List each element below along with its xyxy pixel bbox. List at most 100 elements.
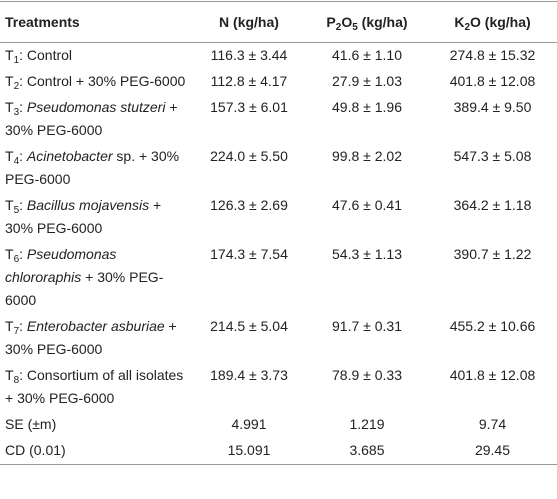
table-row: T6: Pseudomonas chlororaphis + 30% PEG-6… bbox=[0, 242, 557, 314]
text-segment: : bbox=[19, 99, 27, 115]
text-segment: 6 bbox=[13, 254, 20, 265]
value-cell: 389.4 ± 9.50 bbox=[453, 99, 532, 115]
text-segment: : bbox=[19, 197, 27, 213]
text-segment: 7 bbox=[13, 326, 20, 337]
value-cell: 214.5 ± 5.04 bbox=[210, 318, 288, 334]
table-row: T7: Enterobacter asburiae + 30% PEG-6000… bbox=[0, 314, 557, 363]
value-cell: 364.2 ± 1.18 bbox=[453, 197, 532, 213]
text-segment: T bbox=[5, 99, 14, 115]
text-segment: (kg/ha) bbox=[357, 13, 408, 30]
text-segment: CD (0.01) bbox=[5, 442, 66, 458]
data-table: Treatments N (kg/ha) P2O5 (kg/ha) K2O (kg/h… bbox=[0, 1, 557, 465]
text-segment: 2 bbox=[335, 21, 342, 33]
table-row: T1: Control 116.3 ± 3.44 41.6 ± 1.10 274.8 … bbox=[0, 43, 557, 70]
text-segment: : Consortium of all isolates + 30% PEG-6… bbox=[5, 367, 184, 406]
treatment-cell: T6: Pseudomonas chlororaphis + 30% PEG-6… bbox=[0, 242, 192, 314]
value-cell: 401.8 ± 12.08 bbox=[449, 73, 536, 89]
treatment-cell: T8: Consortium of all isolates + 30% PEG… bbox=[0, 363, 192, 412]
table-row: T3: Pseudomonas stutzeri + 30% PEG-6000 1… bbox=[0, 95, 557, 144]
text-segment: N (kg/ha) bbox=[219, 13, 279, 30]
text-segment: O (kg/ha) bbox=[470, 13, 531, 30]
text-segment: 4 bbox=[13, 156, 20, 167]
value-cell: 78.9 ± 0.33 bbox=[332, 367, 402, 383]
text-segment: T bbox=[5, 47, 14, 63]
value-cell: 15.091 bbox=[192, 438, 306, 465]
value-cell: 91.7 ± 0.31 bbox=[332, 318, 402, 334]
header-cell: Treatments bbox=[0, 1, 192, 43]
text-segment: O bbox=[341, 13, 353, 30]
value-cell: 401.8 ± 12.08 bbox=[449, 367, 536, 383]
text-segment: sp. + 30% PEG-6000 bbox=[5, 148, 180, 187]
value-cell: 116.3 ± 3.44 bbox=[210, 47, 288, 63]
value-cell: 455.2 ± 10.66 bbox=[449, 318, 536, 334]
value-cell: 547.3 ± 5.08 bbox=[453, 148, 532, 164]
value-cell: 1.219 bbox=[349, 416, 385, 432]
text-segment: : Control + 30% PEG-6000 bbox=[19, 73, 186, 89]
text-segment: Bacillus mojavensis bbox=[26, 197, 150, 213]
text-segment: 3 bbox=[13, 107, 20, 118]
value-cell: 99.8 ± 2.02 bbox=[332, 148, 402, 164]
header-cell: K2O (kg/ha) bbox=[428, 1, 557, 43]
treatment-cell: CD (0.01) bbox=[0, 438, 192, 465]
text-segment: + 30% PEG-6000 bbox=[5, 318, 177, 357]
text-segment: Enterobacter asburiae bbox=[26, 318, 165, 334]
text-segment: T bbox=[5, 148, 14, 164]
value-cell: 274.8 ± 15.32 bbox=[449, 47, 536, 63]
treatment-cell: T1: Control bbox=[0, 43, 192, 70]
value-cell: 174.3 ± 7.54 bbox=[210, 246, 288, 262]
value-cell: 54.3 ± 1.13 bbox=[332, 246, 402, 262]
text-segment: + 30% PEG-6000 bbox=[5, 269, 164, 308]
text-segment: : bbox=[19, 246, 27, 262]
text-segment: : bbox=[19, 318, 27, 334]
value-cell: 126.3 ± 2.69 bbox=[210, 197, 288, 213]
value-cell: 9.74 bbox=[478, 416, 507, 432]
treatment-cell: T7: Enterobacter asburiae + 30% PEG-6000 bbox=[0, 314, 192, 363]
header-cell: N (kg/ha) bbox=[192, 1, 306, 43]
text-segment: 1 bbox=[13, 55, 20, 66]
text-segment: + 30% PEG-6000 bbox=[5, 197, 162, 236]
text-segment: 2 bbox=[13, 81, 20, 92]
value-cell: 189.4 ± 3.73 bbox=[210, 367, 288, 383]
value-cell: 29.45 bbox=[428, 438, 557, 465]
value-cell: 49.8 ± 1.96 bbox=[332, 99, 402, 115]
value-cell: 4.991 bbox=[231, 416, 267, 432]
text-segment: Treatments bbox=[5, 13, 80, 30]
text-segment: : bbox=[19, 148, 27, 164]
text-segment: 5 bbox=[352, 21, 358, 33]
text-segment: T bbox=[5, 246, 14, 262]
text-segment: T bbox=[5, 197, 14, 213]
text-segment: Acinetobacter bbox=[26, 148, 113, 164]
value-cell: 224.0 ± 5.50 bbox=[210, 148, 288, 164]
text-segment: Pseudomonas stutzeri bbox=[26, 99, 166, 115]
value-cell: 157.3 ± 6.01 bbox=[210, 99, 288, 115]
value-cell: 47.6 ± 0.41 bbox=[332, 197, 402, 213]
text-segment: 8 bbox=[13, 375, 20, 386]
text-segment: T bbox=[5, 367, 14, 383]
text-segment: + 30% PEG-6000 bbox=[5, 99, 178, 138]
table-row: SE (±m) 4.991 1.219 9.74 bbox=[0, 412, 557, 438]
treatment-cell: T5: Bacillus mojavensis + 30% PEG-6000 bbox=[0, 193, 192, 242]
text-segment: 2 bbox=[464, 21, 470, 33]
text-segment: K bbox=[454, 13, 465, 30]
treatment-cell: T4: Acinetobacter sp. + 30% PEG-6000 bbox=[0, 144, 192, 193]
text-segment: T bbox=[5, 318, 14, 334]
table-row: T8: Consortium of all isolates + 30% PEG… bbox=[0, 363, 557, 412]
value-cell: 390.7 ± 1.22 bbox=[453, 246, 532, 262]
header-row: Treatments N (kg/ha) P2O5 (kg/ha) K2O (kg/h… bbox=[0, 1, 557, 43]
table-row: CD (0.01) 15.091 3.685 29.45 bbox=[0, 438, 557, 465]
value-cell: 3.685 bbox=[306, 438, 428, 465]
table-row: T4: Acinetobacter sp. + 30% PEG-6000 224.… bbox=[0, 144, 557, 193]
treatment-cell: SE (±m) bbox=[0, 412, 192, 438]
value-cell: 112.8 ± 4.17 bbox=[210, 73, 288, 89]
text-segment: Pseudomonas chlororaphis bbox=[5, 246, 117, 285]
text-segment: : Control bbox=[19, 47, 73, 63]
value-cell: 41.6 ± 1.10 bbox=[332, 47, 402, 63]
text-segment: SE (±m) bbox=[5, 416, 57, 432]
text-segment: T bbox=[5, 73, 14, 89]
treatment-cell: T2: Control + 30% PEG-6000 bbox=[0, 69, 192, 95]
text-segment: P bbox=[326, 13, 336, 30]
text-segment: 5 bbox=[13, 205, 20, 216]
header-cell: P2O5 (kg/ha) bbox=[306, 1, 428, 43]
table-row: T5: Bacillus mojavensis + 30% PEG-6000 12… bbox=[0, 193, 557, 242]
